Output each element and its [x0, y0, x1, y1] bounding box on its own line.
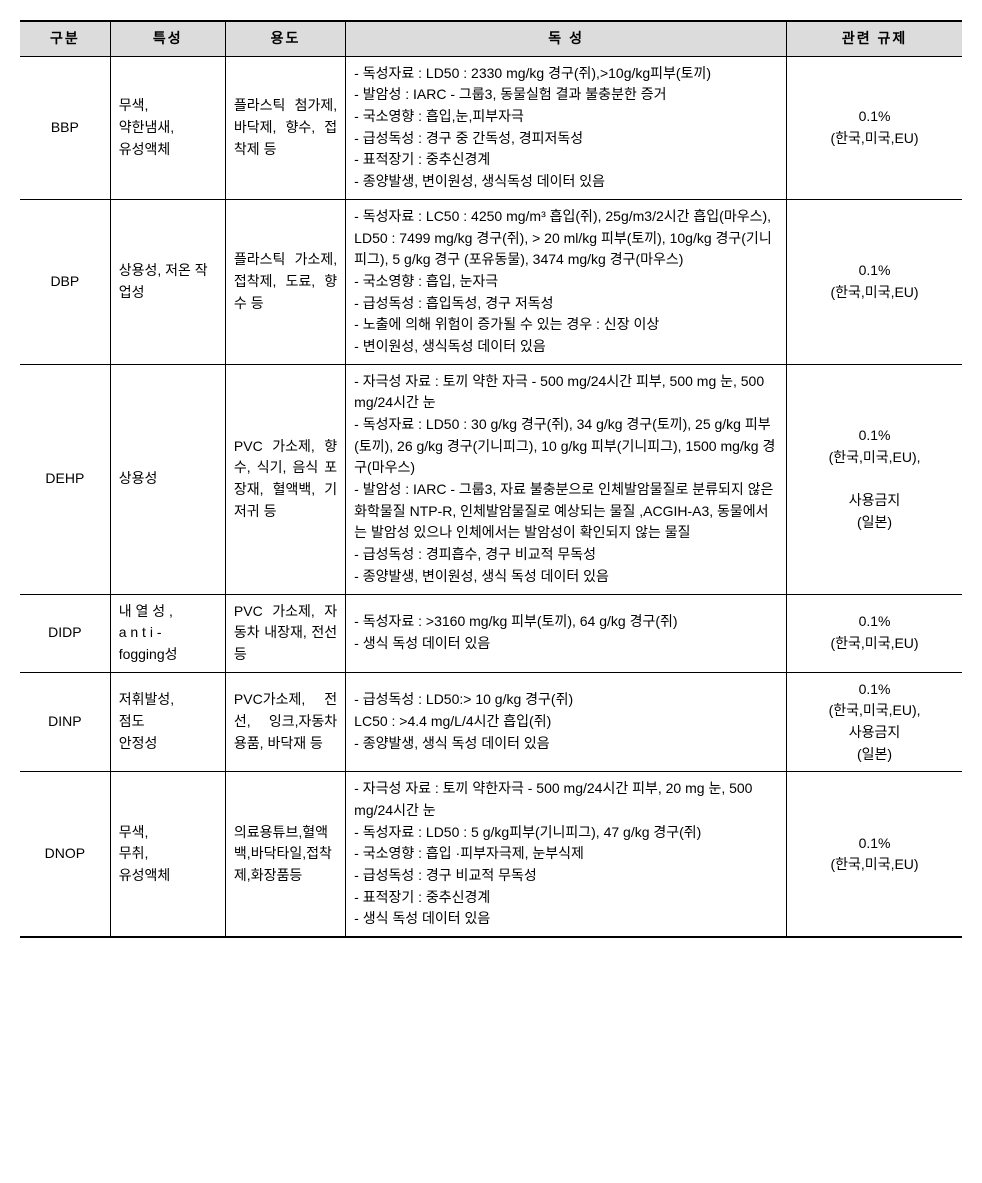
cell-use: PVC 가소제, 향수, 식기, 음식 포장재, 혈액백, 기저귀 등 — [225, 364, 345, 594]
cell-property: 내 열 성 , a n t i - fogging성 — [110, 594, 225, 672]
th-use: 용도 — [225, 21, 345, 56]
cell-toxicity: - 독성자료 : LC50 : 4250 mg/m³ 흡입(쥐), 25g/m3… — [346, 199, 787, 364]
th-category: 구분 — [20, 21, 110, 56]
phthalate-table: 구분 특성 용도 독 성 관련 규제 BBP 무색, 약한냄새, 유성액체 플라… — [20, 20, 962, 938]
cell-use: PVC가소제, 전선, 잉크,자동차 용품, 바닥재 등 — [225, 672, 345, 772]
cell-use: 의료용튜브,혈액백,바닥타일,접착제,화장품등 — [225, 772, 345, 937]
cell-property: 무색, 약한냄새, 유성액체 — [110, 56, 225, 199]
cell-category: DIDP — [20, 594, 110, 672]
cell-category: DNOP — [20, 772, 110, 937]
cell-property: 상용성 — [110, 364, 225, 594]
cell-toxicity: - 자극성 자료 : 토끼 약한 자극 - 500 mg/24시간 피부, 50… — [346, 364, 787, 594]
cell-use: PVC 가소제, 자동차 내장재, 전선 등 — [225, 594, 345, 672]
table-row: DNOP 무색, 무취, 유성액체 의료용튜브,혈액백,바닥타일,접착제,화장품… — [20, 772, 962, 937]
cell-toxicity: - 자극성 자료 : 토끼 약한자극 - 500 mg/24시간 피부, 20 … — [346, 772, 787, 937]
cell-regulation: 0.1% (한국,미국,EU) — [787, 594, 962, 672]
cell-category: DINP — [20, 672, 110, 772]
table-body: BBP 무색, 약한냄새, 유성액체 플라스틱 첨가제, 바닥제, 향수, 접착… — [20, 56, 962, 937]
cell-toxicity: - 급성독성 : LD50:> 10 g/kg 경구(쥐) LC50 : >4.… — [346, 672, 787, 772]
cell-property: 무색, 무취, 유성액체 — [110, 772, 225, 937]
cell-regulation: 0.1% (한국,미국,EU) — [787, 56, 962, 199]
table-header: 구분 특성 용도 독 성 관련 규제 — [20, 21, 962, 56]
cell-toxicity: - 독성자료 : LD50 : 2330 mg/kg 경구(쥐),>10g/kg… — [346, 56, 787, 199]
cell-category: DEHP — [20, 364, 110, 594]
th-regulation: 관련 규제 — [787, 21, 962, 56]
cell-property: 저휘발성, 점도 안정성 — [110, 672, 225, 772]
cell-use: 플라스틱 첨가제, 바닥제, 향수, 접착제 등 — [225, 56, 345, 199]
cell-regulation: 0.1% (한국,미국,EU), 사용금지 (일본) — [787, 364, 962, 594]
cell-toxicity: - 독성자료 : >3160 mg/kg 피부(토끼), 64 g/kg 경구(… — [346, 594, 787, 672]
cell-category: BBP — [20, 56, 110, 199]
table-row: DBP 상용성, 저온 작업성 플라스틱 가소제, 접착제, 도료, 향수 등 … — [20, 199, 962, 364]
th-toxicity: 독 성 — [346, 21, 787, 56]
table-row: DIDP 내 열 성 , a n t i - fogging성 PVC 가소제,… — [20, 594, 962, 672]
table-row: BBP 무색, 약한냄새, 유성액체 플라스틱 첨가제, 바닥제, 향수, 접착… — [20, 56, 962, 199]
table-row: DINP 저휘발성, 점도 안정성 PVC가소제, 전선, 잉크,자동차 용품,… — [20, 672, 962, 772]
cell-regulation: 0.1% (한국,미국,EU), 사용금지 (일본) — [787, 672, 962, 772]
cell-property: 상용성, 저온 작업성 — [110, 199, 225, 364]
cell-category: DBP — [20, 199, 110, 364]
cell-use: 플라스틱 가소제, 접착제, 도료, 향수 등 — [225, 199, 345, 364]
cell-regulation: 0.1% (한국,미국,EU) — [787, 772, 962, 937]
cell-regulation: 0.1% (한국,미국,EU) — [787, 199, 962, 364]
table-row: DEHP 상용성 PVC 가소제, 향수, 식기, 음식 포장재, 혈액백, 기… — [20, 364, 962, 594]
th-property: 특성 — [110, 21, 225, 56]
